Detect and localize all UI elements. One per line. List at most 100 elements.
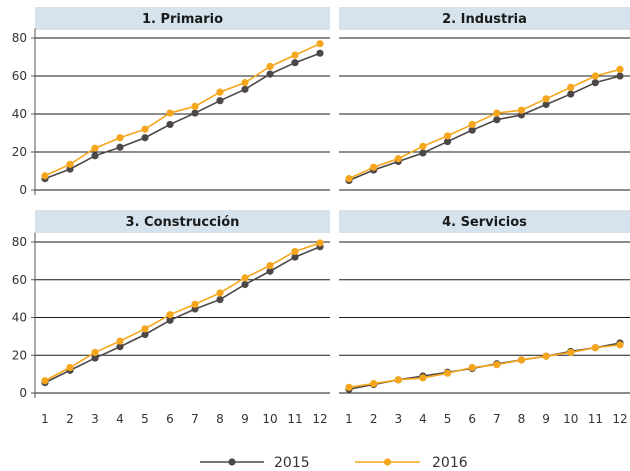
panel-title: 2. Industria [442, 12, 527, 27]
data-point-2016 [616, 65, 624, 73]
legend-label: 2015 [274, 455, 310, 471]
data-point-2015 [241, 280, 249, 289]
data-point-2015 [291, 253, 299, 261]
data-point-2016 [116, 134, 124, 142]
x-tick-label: 12 [312, 412, 327, 426]
panel-title: 1. Primario [142, 12, 223, 27]
y-tick-label: 0 [19, 386, 27, 400]
data-point-2016 [443, 132, 452, 140]
data-point-2015 [91, 152, 99, 160]
data-point-2016 [166, 109, 174, 117]
data-point-2016 [443, 369, 452, 377]
data-point-2016 [41, 172, 49, 180]
data-point-2015 [266, 70, 274, 78]
data-point-2016 [394, 155, 402, 163]
series-line-2015 [348, 75, 621, 182]
legend-label: 2016 [432, 455, 468, 471]
data-point-2016 [542, 95, 550, 103]
legend-item-2016: 2016 [355, 455, 468, 471]
y-tick-label: 60 [12, 273, 27, 287]
x-tick-label: 1 [41, 412, 49, 426]
legend: 2015 2016 [200, 455, 468, 471]
y-tick-label: 40 [12, 311, 27, 325]
x-tick-label: 8 [518, 412, 526, 426]
data-point-2016 [419, 142, 427, 150]
y-tick-label: 80 [12, 235, 27, 249]
data-point-2016 [266, 62, 274, 71]
data-point-2016 [191, 300, 199, 308]
data-point-2016 [41, 377, 49, 385]
series-line-2015 [44, 52, 321, 180]
data-point-2016 [493, 361, 501, 369]
data-point-2015 [291, 59, 299, 67]
data-point-2016 [419, 374, 427, 382]
chart-panel-2: 2. Industria [339, 7, 630, 191]
y-tick-label: 40 [12, 107, 27, 121]
data-point-2016 [591, 72, 599, 80]
x-tick-label: 10 [262, 412, 277, 426]
data-point-2015 [493, 116, 501, 124]
data-point-2016 [370, 163, 378, 171]
data-point-2015 [216, 97, 224, 105]
data-point-2016 [345, 383, 353, 391]
data-point-2016 [394, 376, 402, 384]
panel-title: 3. Construcción [126, 215, 240, 230]
panel-title-bar [339, 7, 630, 30]
x-tick-label: 11 [588, 412, 603, 426]
y-tick-label: 0 [19, 183, 27, 197]
data-point-2016 [141, 325, 149, 333]
x-tick-label: 12 [612, 412, 627, 426]
data-point-2016 [567, 83, 575, 91]
y-tick-label: 80 [12, 31, 27, 45]
data-point-2016 [191, 102, 199, 110]
series-line-2016 [44, 42, 321, 177]
data-point-2015 [542, 100, 550, 109]
data-point-2016 [316, 40, 324, 48]
data-point-2016 [91, 144, 99, 152]
panel-title: 4. Servicios [442, 215, 527, 230]
y-tick-label: 20 [12, 145, 27, 159]
x-tick-label: 11 [287, 412, 302, 426]
data-point-2015 [468, 126, 476, 134]
x-tick-label: 10 [563, 412, 578, 426]
legend-marker [228, 458, 236, 466]
legend-marker [383, 458, 392, 466]
data-point-2015 [443, 137, 452, 146]
data-point-2016 [266, 261, 274, 270]
y-tick-label: 60 [12, 69, 27, 83]
x-tick-label: 5 [141, 412, 149, 426]
x-tick-label: 3 [91, 412, 99, 426]
y-tick-label: 20 [12, 348, 27, 362]
x-tick-label: 7 [493, 412, 501, 426]
data-point-2016 [291, 247, 299, 256]
data-point-2016 [468, 120, 476, 129]
data-point-2016 [567, 348, 575, 357]
x-tick-label: 6 [468, 412, 476, 426]
x-tick-label: 8 [216, 412, 224, 426]
x-tick-label: 1 [345, 412, 353, 426]
data-point-2016 [591, 344, 599, 352]
x-tick-label: 4 [116, 412, 124, 426]
x-tick-label: 9 [542, 412, 550, 426]
data-point-2015 [616, 72, 624, 80]
series-line-2016 [348, 344, 621, 389]
data-point-2015 [91, 354, 99, 362]
data-point-2016 [66, 363, 74, 372]
data-point-2016 [493, 109, 501, 117]
panel-title-bar [35, 210, 330, 233]
series-line-2016 [44, 242, 321, 382]
x-tick-label: 3 [394, 412, 402, 426]
data-point-2016 [542, 352, 550, 360]
data-point-2016 [345, 175, 353, 183]
data-point-2016 [468, 363, 476, 372]
data-point-2016 [291, 51, 299, 59]
data-point-2015 [567, 90, 575, 98]
data-point-2015 [419, 149, 427, 157]
data-point-2015 [316, 49, 324, 57]
data-point-2016 [116, 337, 124, 345]
x-tick-label: 4 [419, 412, 427, 426]
data-point-2016 [517, 106, 526, 114]
